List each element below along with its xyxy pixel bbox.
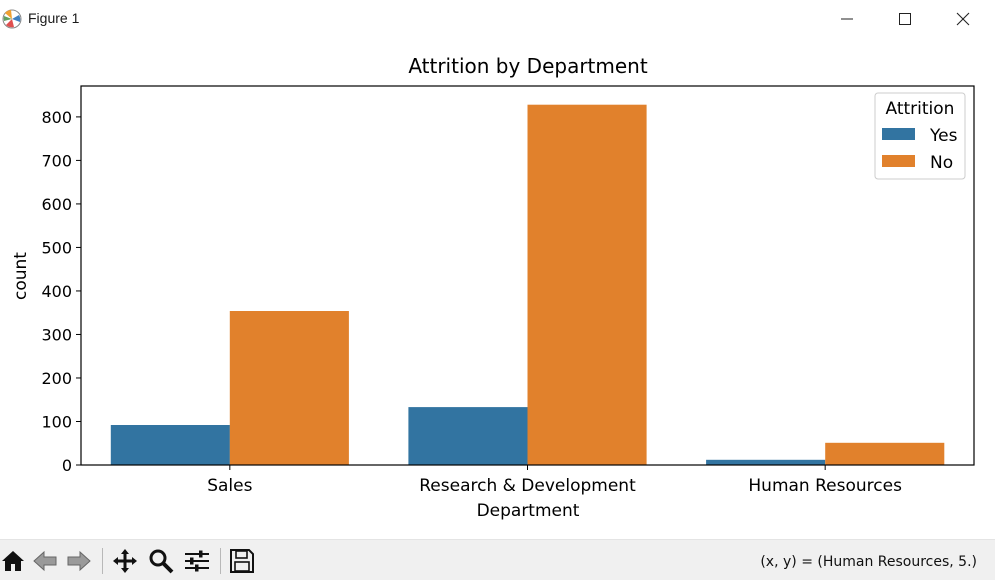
legend-swatch-no — [882, 155, 915, 167]
y-tick-label: 0 — [62, 456, 72, 475]
window-title: Figure 1 — [28, 10, 80, 26]
zoom-magnifier-icon — [149, 549, 174, 574]
y-axis-label: count — [11, 252, 31, 300]
axes-frame — [80, 85, 975, 466]
window-titlebar: Figure 1 — [0, 0, 995, 39]
x-tick-label: Sales — [207, 476, 252, 496]
y-tick-label: 800 — [41, 108, 72, 127]
bar-chart[interactable]: Attrition by Department count Department… — [0, 38, 995, 538]
maximize-button[interactable] — [876, 0, 934, 38]
maximize-icon — [899, 13, 911, 25]
bar-no-1 — [527, 104, 647, 465]
y-axis: 0 100 200 300 400 500 600 700 800 — [41, 108, 81, 475]
legend-title: Attrition — [886, 99, 955, 119]
close-button[interactable] — [934, 0, 992, 38]
legend[interactable]: Attrition Yes No — [874, 92, 966, 180]
cursor-coordinates: (x, y) = (Human Resources, 5.) — [760, 554, 977, 570]
save-button[interactable] — [229, 548, 255, 574]
bar-no-2 — [825, 442, 945, 465]
x-axis-label: Department — [477, 501, 580, 521]
configure-subplots-button[interactable] — [184, 548, 210, 574]
legend-label-yes: Yes — [929, 126, 958, 146]
configure-subplots-icon — [185, 550, 209, 572]
x-tick-label: Human Resources — [748, 476, 902, 496]
close-icon — [956, 12, 970, 26]
minimize-icon — [841, 18, 853, 20]
y-tick-label: 400 — [41, 282, 72, 301]
y-tick-label: 300 — [41, 325, 72, 344]
y-tick-label: 500 — [41, 238, 72, 257]
bar-no-0 — [229, 311, 349, 465]
back-arrow-icon — [33, 550, 57, 572]
bar-group — [110, 104, 945, 465]
legend-label-no: No — [930, 153, 953, 173]
figure-canvas[interactable]: Attrition by Department count Department… — [0, 38, 995, 538]
pan-button[interactable] — [112, 548, 138, 574]
legend-swatch-yes — [882, 128, 915, 140]
matplotlib-icon — [2, 9, 22, 29]
y-tick-label: 100 — [41, 412, 72, 431]
x-tick-label: Research & Development — [419, 476, 636, 496]
home-icon — [2, 551, 24, 571]
y-tick-label: 600 — [41, 195, 72, 214]
pan-move-icon — [113, 549, 137, 573]
chart-title: Attrition by Department — [408, 54, 648, 78]
bar-yes-2 — [706, 459, 826, 465]
y-tick-label: 700 — [41, 151, 72, 170]
bar-yes-0 — [110, 425, 230, 465]
save-floppy-icon — [230, 549, 254, 573]
zoom-button[interactable] — [148, 548, 174, 574]
home-button[interactable] — [0, 548, 26, 574]
forward-button[interactable] — [66, 548, 92, 574]
toolbar-separator — [220, 548, 221, 574]
x-axis: Sales Research & Development Human Resourc… — [207, 465, 902, 496]
toolbar-separator — [102, 548, 103, 574]
bar-yes-1 — [408, 407, 528, 465]
forward-arrow-icon — [67, 550, 91, 572]
back-button[interactable] — [32, 548, 58, 574]
minimize-button[interactable] — [818, 0, 876, 38]
y-tick-label: 200 — [41, 369, 72, 388]
navigation-toolbar: (x, y) = (Human Resources, 5.) — [0, 539, 995, 580]
